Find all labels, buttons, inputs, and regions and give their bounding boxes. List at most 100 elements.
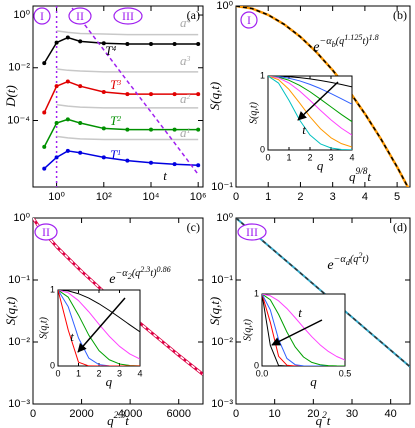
- fit-formula-part: e: [327, 258, 333, 273]
- regime-circle: [68, 7, 92, 25]
- fit-formula-part: d: [346, 258, 351, 267]
- x-tick-label: 40: [385, 408, 397, 420]
- marker: [54, 84, 59, 89]
- series-label-part: a: [180, 91, 187, 106]
- inset-arrow-label: t: [70, 329, 74, 344]
- x-tick-label: 4: [349, 152, 354, 162]
- y-tick-label: 1: [260, 70, 265, 80]
- fit-formula-part: −α: [334, 254, 347, 265]
- series-label: T4: [105, 43, 116, 58]
- regime-label: II: [76, 9, 84, 23]
- marker: [125, 127, 130, 132]
- x-tick-label: 10: [269, 408, 281, 420]
- fit-formula-part: (q: [132, 268, 140, 279]
- series-line: [58, 290, 140, 333]
- x-tick-label: 2000: [69, 408, 93, 420]
- regime-label: III: [122, 9, 134, 23]
- x-axis-label: t: [163, 168, 167, 183]
- series-line: [262, 294, 345, 366]
- marker: [65, 117, 70, 122]
- fit-formula-part: 2: [358, 251, 362, 260]
- marker: [65, 79, 70, 84]
- y-tick-label: 10⁻²: [211, 336, 233, 348]
- x-tick-label: 2: [96, 368, 101, 378]
- series-label-part: 4: [112, 44, 116, 53]
- y-tick-label: 10⁻³: [8, 398, 30, 410]
- series-label: a4: [180, 15, 191, 30]
- series-line: [58, 290, 140, 366]
- y-axis-label: D(t): [3, 85, 18, 108]
- series-label: T3: [110, 77, 121, 92]
- fit-formula: e−αd(q2t): [327, 251, 369, 273]
- panel-label: (c): [187, 220, 200, 234]
- y-axis-label: S(q,t): [3, 297, 18, 326]
- regime-circle: [33, 7, 51, 25]
- marker: [125, 92, 130, 97]
- y-tick-label: 10⁻²: [8, 62, 30, 74]
- y-tick-label: 0: [260, 144, 265, 154]
- series-label-part: T: [110, 113, 118, 128]
- x-tick-label: 0.0: [256, 368, 269, 378]
- marker: [101, 126, 106, 131]
- x-tick-label: 0: [30, 408, 36, 420]
- x-tick-label: 3: [330, 191, 336, 203]
- series-label-part: 3: [186, 54, 191, 63]
- marker: [125, 41, 130, 46]
- series-line: [58, 290, 140, 366]
- x-tick-label: 1: [286, 152, 291, 162]
- marker: [42, 110, 47, 115]
- y-tick-label: 10⁻⁴: [7, 114, 30, 126]
- marker: [65, 148, 70, 153]
- x-tick-label: 1: [265, 191, 271, 203]
- x-tick-label: 20: [307, 408, 319, 420]
- x-axis-label-part: q: [349, 169, 356, 184]
- series-line: [56, 103, 199, 109]
- x-tick-label: 2: [297, 191, 303, 203]
- series-line: [262, 294, 345, 366]
- fit-formula-part: (q: [350, 254, 358, 265]
- marker: [78, 121, 83, 126]
- regime-circle: [240, 11, 258, 29]
- fit-formula-part: t): [362, 254, 369, 265]
- y-tick-label: 10⁻¹: [8, 274, 30, 286]
- inset-x-label: q: [317, 158, 324, 173]
- fit-formula-part: 2: [128, 272, 132, 281]
- series-label-part: 2: [187, 92, 191, 101]
- fit-formula-part: −α: [116, 268, 129, 279]
- y-tick-label: 10⁰: [13, 212, 30, 224]
- regime-label: I: [247, 13, 251, 27]
- x-axis-label-part: t: [125, 413, 129, 428]
- series-line: [268, 76, 352, 123]
- y-tick-label: 10⁰: [13, 9, 30, 21]
- regime-label: II: [42, 225, 50, 239]
- x-tick-label: 6000: [166, 408, 190, 420]
- fit-formula-part: 1.8: [369, 33, 379, 42]
- series-label: a3: [180, 53, 191, 68]
- series-line: [69, 6, 199, 175]
- x-tick-label: 2: [307, 152, 312, 162]
- x-tick-label: 1: [76, 368, 81, 378]
- inset-arrow-label: t: [298, 305, 302, 320]
- x-axis-label: q9/8t: [349, 167, 371, 184]
- inset-y-label: S(q,t): [242, 318, 253, 341]
- x-tick-label: 0: [265, 152, 270, 162]
- x-tick-label: 10⁴: [143, 191, 160, 203]
- inset-arrow-label: t: [302, 122, 306, 137]
- y-tick-label: 10⁰: [216, 212, 233, 224]
- marker: [196, 163, 201, 168]
- x-tick-label: 5: [394, 191, 400, 203]
- x-tick-label: 10⁶: [190, 191, 207, 203]
- series-line: [268, 76, 352, 105]
- series-label-part: 3: [116, 78, 121, 87]
- series-line: [56, 68, 199, 73]
- series-line: [262, 294, 345, 366]
- regime-label: III: [246, 225, 258, 239]
- series-label-part: T: [110, 147, 118, 162]
- fit-formula-part: t): [362, 36, 369, 47]
- marker: [101, 41, 106, 46]
- regime-label: I: [40, 9, 44, 23]
- inset-arrow: [297, 81, 339, 121]
- inset-y-label: S(q,t): [38, 316, 49, 339]
- marker: [172, 127, 177, 132]
- x-tick-label: 0: [233, 408, 239, 420]
